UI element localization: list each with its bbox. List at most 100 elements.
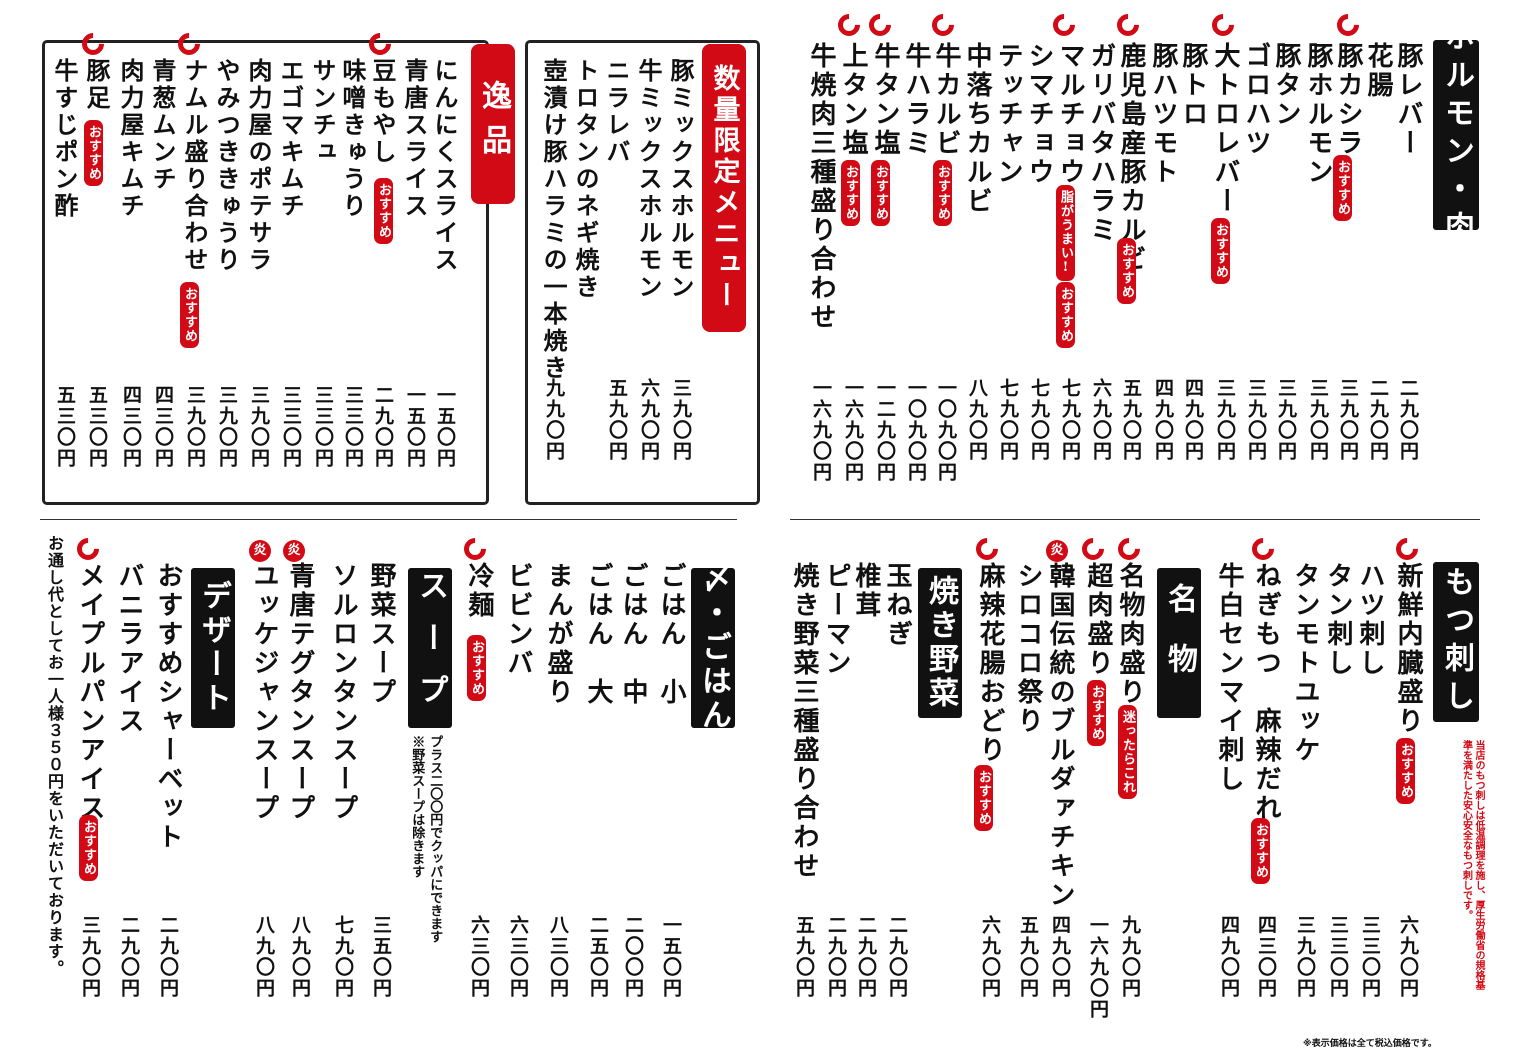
menu-item-price: 四三〇円 [152, 385, 174, 469]
menu-item-price: 九九〇円 [1119, 915, 1141, 999]
recommend-circle-icon [833, 9, 865, 41]
menu-item-price: 五九〇円 [1120, 378, 1142, 462]
recommend-circle-icon [1247, 533, 1279, 565]
menu-item-name: 韓国伝統のブルダァチキン [1045, 562, 1075, 910]
menu-item-price: 三三〇円 [1327, 915, 1349, 999]
meibutsu-heading: 名物 [1157, 568, 1201, 718]
spicy-fire-icon: 炎 [283, 540, 305, 562]
menu-item-name: 大トロレバー [1210, 42, 1240, 216]
recommend-circle-icon [1112, 9, 1144, 41]
menu-item-name: 青唐テグタンスープ [285, 562, 315, 823]
osusume-badge: おすすめ [180, 282, 199, 348]
recommend-circle-icon [72, 533, 104, 565]
menu-item-price: 二五〇円 [587, 915, 609, 999]
menu-item-price: 五九〇円 [606, 378, 628, 462]
menu-item-price: 六三〇円 [507, 915, 529, 999]
menu-item-name: ゴロハツ [1241, 42, 1271, 158]
menu-item-name: メイプルパンアイス [75, 562, 105, 823]
menu-item-price: 九九〇円 [543, 378, 565, 462]
menu-item-name: やみつききゅうり [212, 58, 241, 274]
menu-item-price: 三五〇円 [370, 915, 392, 999]
menu-item-price: 三九〇円 [184, 385, 206, 469]
menu-item-name: テッチャン [993, 42, 1023, 187]
menu-item-price: 四三〇円 [1255, 915, 1277, 999]
menu-item-name: エゴマキムチ [276, 58, 305, 220]
menu-item-name: 中落ちカルビ [962, 42, 992, 216]
menu-item-name: ビビンバ [503, 562, 533, 678]
menu-item-name: 豚ハツモト [1148, 42, 1178, 187]
menu-item-price: 一五〇円 [404, 385, 426, 469]
osusume-badge: おすすめ [1333, 155, 1352, 221]
menu-item-name: ソルロンタンスープ [328, 562, 358, 823]
menu-item-name: サンチュ [308, 58, 337, 166]
menu-item-name: 肉力屋キムチ [116, 58, 145, 220]
menu-item-name: 肉力屋のポテサラ [244, 58, 273, 274]
menu-item-name: 名物肉盛り [1115, 562, 1145, 707]
recommend-circle-icon [459, 533, 491, 565]
divider-left [40, 519, 737, 520]
menu-item-price: 三九〇円 [79, 915, 101, 999]
menu-item-name: 椎茸 [851, 562, 881, 620]
menu-item-name: ニラレバ [602, 58, 631, 166]
menu-item-name: 豚レバー [1393, 42, 1423, 158]
menu-item-name: バニラアイス [114, 562, 144, 736]
menu-item-price: 二九〇円 [1397, 378, 1419, 462]
osusume-badge: おすすめ [1056, 282, 1075, 348]
menu-item-name: ねぎもつ 麻辣だれ [1251, 562, 1281, 823]
menu-item-price: 二九〇円 [118, 915, 140, 999]
menu-item-price: 六九〇円 [1090, 378, 1112, 462]
spicy-fire-icon: 炎 [249, 540, 271, 562]
limited-frame [525, 40, 760, 505]
menu-item-price: 二九〇円 [157, 915, 179, 999]
soup-note-exclude: ※野菜スープは除きます [409, 735, 425, 878]
menu-item-name: 上タン塩 [838, 42, 868, 158]
osusume-badge: おすすめ [933, 160, 952, 226]
menu-item-name: 花腸 [1363, 42, 1393, 100]
menu-item-price: 七九〇円 [997, 378, 1019, 462]
menu-item-price: 三九〇円 [216, 385, 238, 469]
menu-item-price: 二〇〇円 [622, 915, 644, 999]
menu-item-name: タン刺し [1323, 562, 1353, 678]
soup-heading: スープ [408, 568, 452, 728]
menu-item-price: 三九〇円 [1245, 378, 1267, 462]
horumon-heading: ホルモン・肉 [1433, 21, 1479, 249]
menu-item-name: 味噌きゅうり [338, 58, 367, 220]
menu-item-price: 一〇九〇円 [905, 378, 927, 483]
menu-item-name: 青葱ムンチ [148, 58, 177, 193]
menu-item-price: 一五〇円 [660, 915, 682, 999]
menu-item-price: 二九〇円 [825, 915, 847, 999]
menu-item-name: 豚カシラ [1333, 42, 1363, 158]
menu-item-name: 壺漬け豚ハラミの一本焼き [539, 58, 568, 382]
menu-item-price: 八九〇円 [253, 915, 275, 999]
osusume-badge: おすすめ [841, 160, 860, 226]
menu-item-name: 豚トロ [1178, 42, 1208, 129]
recommend-circle-icon [864, 9, 896, 41]
menu-item-price: 三九〇円 [1307, 378, 1329, 462]
menu-item-price: 一五〇円 [434, 385, 456, 469]
osusume-badge: おすすめ [871, 160, 890, 226]
menu-item-price: 三三〇円 [342, 385, 364, 469]
menu-item-name: ごはん 小 [656, 562, 686, 707]
yasai-heading: 焼き野菜 [918, 568, 962, 718]
menu-item-name: 牛カルビ [931, 42, 961, 158]
divider-right [790, 519, 1480, 520]
recommend-circle-icon [1113, 533, 1145, 565]
menu-item-price: 三九〇円 [670, 378, 692, 462]
menu-item-name: 牛すじポン酢 [50, 58, 79, 220]
menu-item-name: にんにくスライス [430, 58, 459, 274]
menu-item-price: 三三〇円 [312, 385, 334, 469]
limited-heading: 数量限定メニュー [702, 44, 746, 332]
menu-item-price: 六九〇円 [979, 915, 1001, 999]
menu-item-price: 三九〇円 [1337, 378, 1359, 462]
menu-item-price: 四九〇円 [1152, 378, 1174, 462]
menu-item-name: 牛ミックスホルモン [634, 58, 663, 301]
recommend-circle-icon [1207, 9, 1239, 41]
menu-item-name: 焼き野菜三種盛り合わせ [789, 562, 819, 881]
soup-note-kuppa: プラス二〇〇円でクッパにできます [427, 735, 443, 943]
motsu-note: 当店のもつ刺しは低温調理を施し、厚生労働省の規格基準を満たした安心安全なもつ刺し… [1460, 740, 1485, 990]
menu-item-name: ユッケジャンスープ [249, 562, 279, 823]
menu-item-price: 四九〇円 [1182, 378, 1204, 462]
menu-item-name: おすすめシャーベット [153, 562, 183, 852]
menu-item-name: ナムル盛り合わせ [180, 58, 209, 274]
menu-item-price: 七九〇円 [1059, 378, 1081, 462]
